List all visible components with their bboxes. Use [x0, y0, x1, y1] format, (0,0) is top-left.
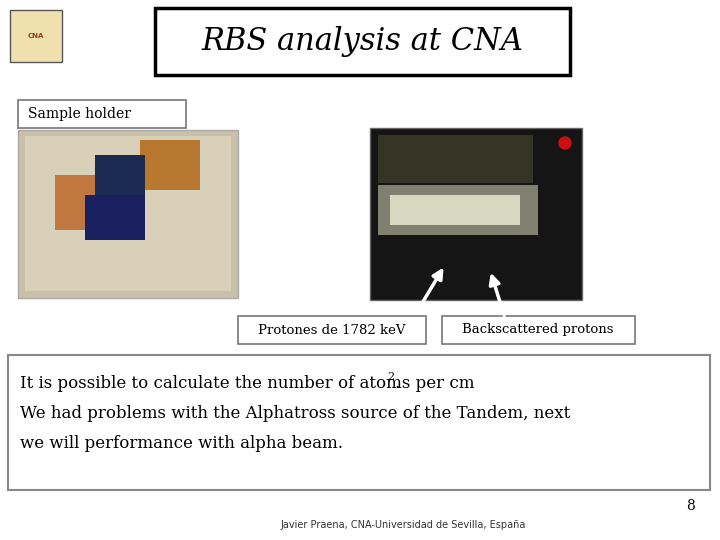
Text: Backscattered protons: Backscattered protons — [462, 323, 613, 336]
Text: CNA: CNA — [28, 33, 44, 39]
Bar — [85, 195, 145, 240]
Bar — [390, 195, 520, 225]
Text: Javier Praena, CNA-Universidad de Sevilla, España: Javier Praena, CNA-Universidad de Sevill… — [280, 520, 526, 530]
Bar — [25, 136, 231, 291]
Circle shape — [559, 137, 571, 149]
Text: 8: 8 — [686, 499, 695, 513]
Text: It is possible to calculate the number of atoms per cm: It is possible to calculate the number o… — [20, 375, 474, 392]
Bar — [442, 316, 635, 344]
Bar — [140, 140, 200, 190]
Bar — [95, 155, 145, 195]
Bar — [8, 355, 710, 490]
Bar — [10, 10, 62, 62]
Text: we will performance with alpha beam.: we will performance with alpha beam. — [20, 435, 343, 452]
Text: Sample holder: Sample holder — [28, 107, 131, 121]
Text: 2: 2 — [387, 372, 394, 382]
Bar — [155, 8, 570, 75]
Bar — [18, 100, 186, 128]
Text: .: . — [394, 375, 400, 392]
Bar — [378, 185, 538, 235]
Text: We had problems with the Alphatross source of the Tandem, next: We had problems with the Alphatross sour… — [20, 405, 570, 422]
Bar — [18, 130, 238, 298]
Bar — [238, 316, 426, 344]
Text: RBS analysis at CNA: RBS analysis at CNA — [202, 26, 523, 57]
Bar — [370, 128, 582, 300]
Bar — [378, 135, 533, 183]
Text: Protones de 1782 keV: Protones de 1782 keV — [258, 323, 406, 336]
Bar — [55, 175, 120, 230]
